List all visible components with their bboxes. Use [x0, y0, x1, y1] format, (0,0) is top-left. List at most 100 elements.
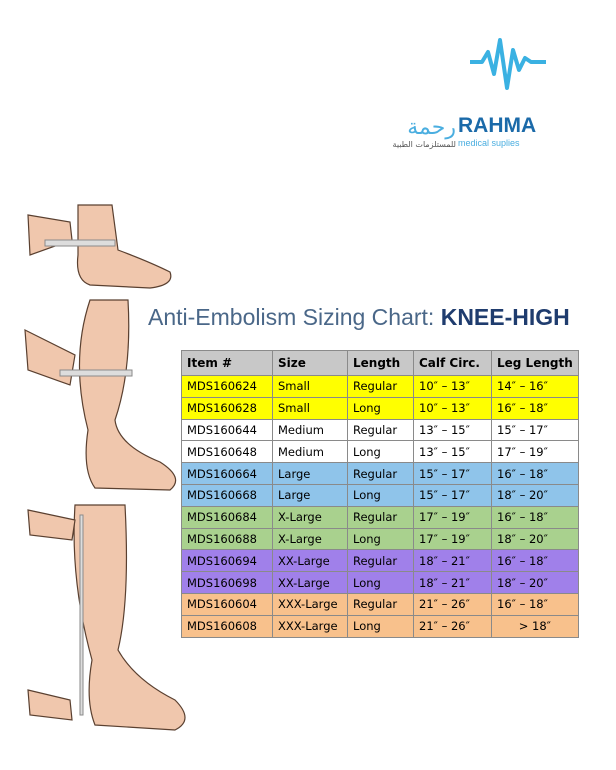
table-row: MDS160688 X-Large Long 17″ – 19″ 18″ – 20″ — [181, 527, 579, 551]
header-cell: Item # — [181, 350, 273, 376]
table-cell: MDS160608 — [181, 614, 273, 638]
header-cell: Leg Length — [491, 350, 579, 376]
legs — [24, 204, 186, 731]
table-cell: 21″ – 26″ — [413, 592, 492, 616]
table-cell: 16″ – 18″ — [491, 549, 579, 573]
table-cell: 17″ – 19″ — [413, 527, 492, 551]
table-cell: MDS160644 — [181, 418, 273, 442]
table-cell: 16″ – 18″ — [491, 505, 579, 529]
table-cell: XXX-Large — [272, 614, 348, 638]
table-cell: Medium — [272, 440, 348, 464]
header-cell: Size — [272, 350, 348, 376]
pulse-logo — [470, 38, 546, 90]
table-cell: 18″ – 21″ — [413, 571, 492, 594]
tape — [44, 239, 116, 247]
table-cell: Long — [347, 614, 414, 638]
table-cell: MDS160628 — [181, 396, 273, 420]
leg-ankle — [76, 204, 172, 289]
table-cell: Long — [347, 483, 414, 507]
table-cell: MDS160698 — [181, 571, 273, 594]
table-row: MDS160624 Small Regular 10″ – 13″ 14″ – 16″ — [181, 375, 579, 398]
table-cell: MDS160664 — [181, 462, 273, 485]
table-cell: 14″ – 16″ — [491, 375, 579, 398]
table-cell: 18″ – 20″ — [491, 483, 579, 507]
table-cell: 18″ – 21″ — [413, 549, 492, 573]
table-cell: Regular — [347, 418, 414, 442]
table-cell: MDS160604 — [181, 592, 273, 616]
table-cell: Long — [347, 527, 414, 551]
table-cell: Large — [272, 462, 348, 485]
table-cell: Medium — [272, 418, 348, 442]
table-cell: MDS160624 — [181, 375, 273, 398]
table-cell: Regular — [347, 375, 414, 398]
logo-name: RAHMA — [458, 114, 536, 137]
table-row: MDS160644 Medium Regular 13″ – 15″ 15″ – 17″ — [181, 418, 579, 442]
table-cell: 10″ – 13″ — [413, 396, 492, 420]
table-row: MDS160684 X-Large Regular 17″ – 19″ 16″ – 18… — [181, 505, 579, 529]
header-cell: Calf Circ. — [413, 350, 492, 376]
table-cell: 16″ – 18″ — [491, 462, 579, 485]
table-cell: > 18″ — [491, 614, 579, 638]
header-row: Item # Size Length Calf Circ. Leg Length — [181, 350, 579, 376]
table-row: MDS160668 Large Long 15″ – 17″ 18″ – 20″ — [181, 483, 579, 507]
table-cell: 21″ – 26″ — [413, 614, 492, 638]
table-cell: MDS160648 — [181, 440, 273, 464]
table-row: MDS160604 XXX-Large Regular 21″ – 26″ 16″ – … — [181, 592, 579, 616]
table-cell: MDS160668 — [181, 483, 273, 507]
table-cell: MDS160694 — [181, 549, 273, 573]
table-cell: Regular — [347, 462, 414, 485]
table-row: MDS160698 XX-Large Long 18″ – 21″ 18″ – 20″ — [181, 571, 579, 594]
table-cell: X-Large — [272, 505, 348, 529]
table-cell: Long — [347, 440, 414, 464]
table-cell: 15″ – 17″ — [413, 462, 492, 485]
table-cell: Large — [272, 483, 348, 507]
hand — [27, 689, 73, 721]
title-text: Anti-Embolism Sizing Chart: — [148, 304, 441, 330]
title-emphasis: KNEE-HIGH — [440, 304, 570, 330]
table-cell: MDS160688 — [181, 527, 273, 551]
hand — [27, 509, 76, 541]
logo-arabic-tagline: للمستلزمات الطبية — [393, 140, 456, 149]
leg-full — [73, 504, 186, 731]
table-cell: 18″ – 20″ — [491, 527, 579, 551]
sizing-table: Item # Size Length Calf Circ. Leg Length MDS1… — [181, 350, 579, 638]
leg-calf — [78, 299, 177, 491]
table-cell: Regular — [347, 505, 414, 529]
hand — [24, 328, 76, 386]
table-cell: Small — [272, 396, 348, 420]
hand — [27, 214, 73, 256]
table-cell: 17″ – 19″ — [491, 440, 579, 464]
table-row: MDS160648 Medium Long 13″ – 15″ 17″ – 19″ — [181, 440, 579, 464]
table-cell: MDS160684 — [181, 505, 273, 529]
tapes — [44, 239, 133, 716]
header-cell: Length — [347, 350, 414, 376]
table-cell: Long — [347, 571, 414, 594]
logo-arabic: رحمة — [407, 115, 456, 140]
logo-tagline: medical suplies — [458, 138, 520, 148]
table-cell: 13″ – 15″ — [413, 418, 492, 442]
table-cell: Regular — [347, 549, 414, 573]
tape — [79, 514, 84, 716]
title: Anti-Embolism Sizing Chart: KNEE-HIGH — [148, 304, 570, 331]
table-cell: 18″ – 20″ — [491, 571, 579, 594]
table-cell: XX-Large — [272, 549, 348, 573]
table-cell: 15″ – 17″ — [413, 483, 492, 507]
table-cell: Regular — [347, 592, 414, 616]
table-cell: 15″ – 17″ — [491, 418, 579, 442]
table-cell: 16″ – 18″ — [491, 396, 579, 420]
table-row: MDS160664 Large Regular 15″ – 17″ 16″ – 18″ — [181, 462, 579, 485]
table-cell: 10″ – 13″ — [413, 375, 492, 398]
table-row: MDS160694 XX-Large Regular 18″ – 21″ 16″ – 1… — [181, 549, 579, 573]
table-cell: 13″ – 15″ — [413, 440, 492, 464]
table-cell: 16″ – 18″ — [491, 592, 579, 616]
table-cell: XXX-Large — [272, 592, 348, 616]
table-cell: 17″ – 19″ — [413, 505, 492, 529]
table-cell: XX-Large — [272, 571, 348, 594]
table-row: MDS160628 Small Long 10″ – 13″ 16″ – 18″ — [181, 396, 579, 420]
table-row: MDS160608 XXX-Large Long 21″ – 26″ > 18″ — [181, 614, 579, 638]
table-cell: Long — [347, 396, 414, 420]
table-cell: X-Large — [272, 527, 348, 551]
tape — [59, 369, 133, 377]
